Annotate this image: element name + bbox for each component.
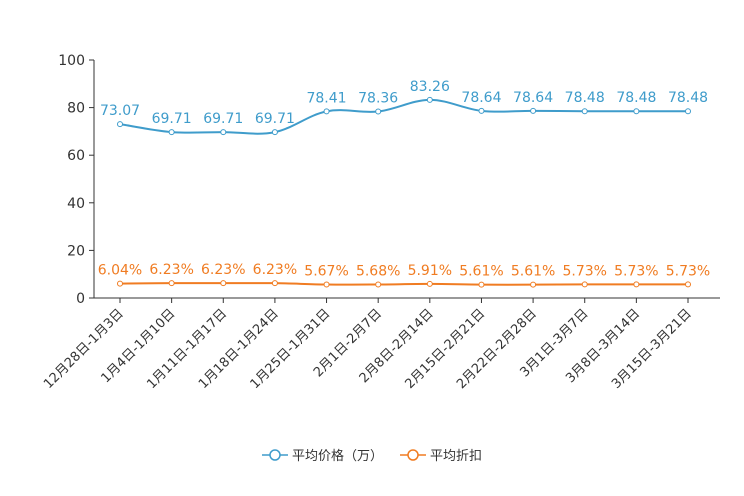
legend-label: 平均折扣	[430, 449, 482, 464]
data-label: 78.48	[616, 90, 656, 106]
data-label: 78.64	[513, 90, 553, 106]
series-line	[119, 98, 688, 135]
data-label: 6.23%	[201, 262, 245, 278]
data-label: 6.04%	[98, 263, 142, 279]
data-point[interactable]	[581, 108, 588, 115]
data-label: 5.67%	[304, 264, 348, 280]
y-tick-label: 40	[67, 196, 85, 212]
data-point[interactable]	[633, 281, 640, 288]
data-label: 69.71	[152, 111, 192, 127]
data-point[interactable]	[426, 280, 433, 287]
data-label: 78.48	[668, 90, 708, 106]
data-point[interactable]	[633, 108, 640, 115]
data-point[interactable]	[323, 108, 330, 115]
data-point[interactable]	[685, 281, 691, 288]
data-label: 78.41	[306, 90, 346, 106]
data-point[interactable]	[117, 121, 123, 128]
data-point[interactable]	[685, 108, 691, 115]
data-label: 6.23%	[253, 262, 297, 278]
legend-item[interactable]: 平均折扣	[400, 449, 482, 464]
data-point[interactable]	[530, 107, 537, 114]
data-point[interactable]	[530, 281, 537, 288]
data-label: 5.68%	[356, 263, 400, 279]
legend-circle-icon	[269, 449, 281, 461]
legend-item[interactable]: 平均价格（万）	[262, 448, 383, 464]
data-label: 6.23%	[149, 262, 193, 278]
data-label: 69.71	[203, 111, 243, 127]
data-point[interactable]	[220, 129, 227, 136]
data-point[interactable]	[375, 281, 382, 288]
data-point[interactable]	[323, 281, 330, 288]
y-tick-label: 20	[67, 243, 85, 259]
data-label: 69.71	[255, 111, 295, 127]
y-tick-label: 80	[67, 101, 85, 117]
data-point[interactable]	[168, 129, 175, 136]
series-1: 6.04% 6.23% 6.23% 6.23% 5.67% 5.68% 5.91% 5.61%…	[98, 262, 710, 288]
data-point[interactable]	[581, 281, 588, 288]
data-label: 73.07	[100, 103, 140, 119]
x-axis: 12月28日-1月3日1月4日-1月10日1月11日-1月17日1月18日-1月…	[41, 297, 720, 392]
data-label: 5.73%	[666, 263, 710, 279]
data-point[interactable]	[271, 280, 278, 287]
data-point[interactable]	[426, 96, 433, 103]
y-tick-label: 0	[76, 291, 85, 307]
legend-label: 平均价格（万）	[292, 448, 383, 464]
y-tick-label: 60	[67, 148, 85, 164]
data-label: 5.61%	[459, 264, 503, 280]
data-point[interactable]	[168, 280, 175, 287]
data-label: 5.91%	[408, 263, 452, 279]
data-label: 5.73%	[562, 263, 606, 279]
data-point[interactable]	[478, 107, 485, 114]
series-line	[119, 282, 688, 286]
y-tick-label: 100	[58, 53, 85, 69]
data-point[interactable]	[271, 129, 278, 136]
series-layer: 73.07 69.71 69.71 69.71 78.41 78.36 83.26 78.64…	[98, 79, 710, 288]
data-label: 5.61%	[511, 264, 555, 280]
data-point[interactable]	[375, 108, 382, 115]
y-axis: 0 20 40 60 80 100	[58, 53, 95, 307]
data-point[interactable]	[478, 281, 485, 288]
data-point[interactable]	[117, 280, 123, 287]
series-0: 73.07 69.71 69.71 69.71 78.41 78.36 83.26 78.64…	[100, 79, 708, 136]
data-point[interactable]	[220, 280, 227, 287]
legend[interactable]: 平均价格（万） 平均折扣	[262, 448, 482, 464]
data-label: 83.26	[410, 79, 450, 95]
data-label: 78.36	[358, 91, 398, 107]
data-label: 5.73%	[614, 263, 658, 279]
legend-circle-icon	[407, 449, 419, 461]
data-label: 78.48	[565, 90, 605, 106]
data-label: 78.64	[461, 90, 501, 106]
